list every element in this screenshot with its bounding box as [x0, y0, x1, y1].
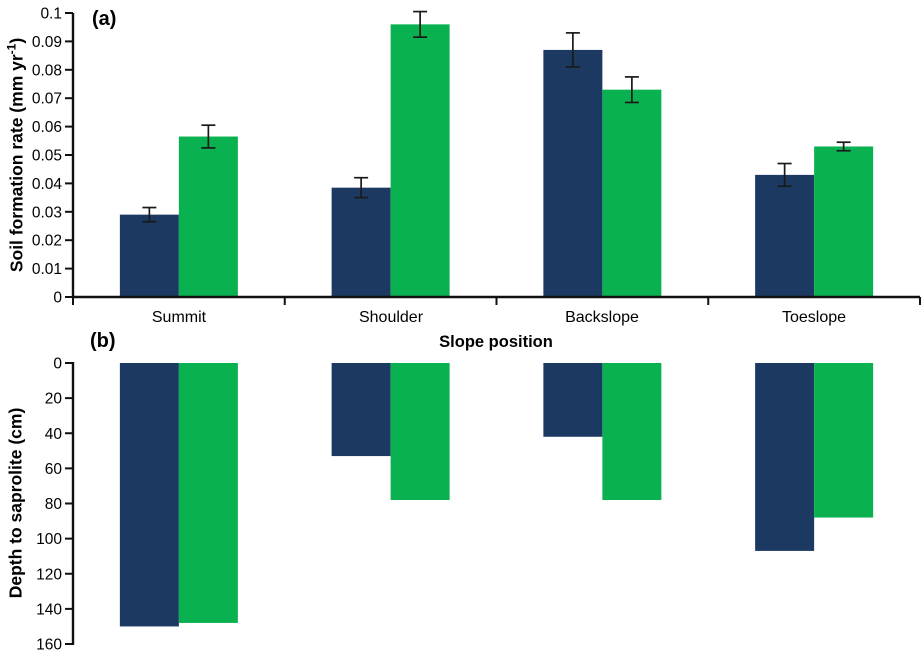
panel-b-bar-dark-blue-shoulder [331, 363, 391, 457]
panel-a-bar-dark-blue-summit [119, 214, 179, 298]
panel-b-bar-dark-blue-backslope [543, 363, 603, 437]
panel-a-bar-green-toeslope [814, 146, 874, 298]
panel-a-bar-green-shoulder [390, 24, 450, 299]
tick-label: 0.01 [32, 261, 62, 278]
panel-b-bar-dark-blue-summit [119, 363, 179, 627]
y-axis-title-a-close: ) [6, 37, 27, 44]
panel-b-bar-green-backslope [602, 363, 662, 500]
tick-label: 80 [45, 496, 63, 513]
panel-a-bar-dark-blue-backslope [543, 49, 603, 298]
tick-label: 0.08 [32, 62, 62, 79]
panel-b-label: (b) [90, 330, 116, 352]
tick-label: 140 [36, 601, 62, 618]
panel-a-bar-dark-blue-toeslope [755, 174, 815, 298]
tick-label: 100 [36, 531, 62, 548]
panel-b-bar-green-shoulder [390, 363, 450, 500]
y-axis-title-a-superscript: -1 [4, 43, 19, 55]
panel-b-bar-green-summit [178, 363, 238, 623]
tick-label: 60 [45, 461, 63, 478]
panel-a-label: (a) [92, 8, 117, 30]
tick-label: 0.09 [32, 34, 62, 51]
tick-label: 0 [53, 290, 62, 307]
category-label-backslope: Backslope [565, 309, 639, 326]
tick-label: 0.05 [32, 148, 62, 165]
panel-a-bar-green-summit [178, 136, 238, 298]
tick-label: 160 [36, 637, 62, 654]
tick-label: 0 [53, 356, 62, 373]
y-axis-title-panel-a: Soil formation rate (mm yr-1) [5, 38, 28, 272]
tick-label: 0.07 [32, 91, 62, 108]
tick-label: 0.06 [32, 119, 62, 136]
category-label-shoulder: Shoulder [358, 309, 424, 326]
category-label-summit: Summit [151, 309, 207, 326]
tick-label: 40 [45, 426, 63, 443]
category-label-toeslope: Toeslope [781, 309, 847, 326]
x-axis-title: Slope position [439, 333, 553, 351]
y-axis-title-a-text: Soil formation rate (mm yr [6, 54, 27, 273]
panel-b-bar-dark-blue-toeslope [755, 363, 815, 551]
tick-label: 0.1 [40, 6, 62, 23]
tick-label: 20 [45, 391, 63, 408]
tick-label: 0.04 [32, 176, 63, 193]
tick-label: 0.03 [32, 204, 62, 221]
tick-label: 120 [36, 566, 62, 583]
y-axis-title-panel-b: Depth to saprolite (cm) [5, 407, 26, 599]
panel-a-bar-dark-blue-shoulder [331, 187, 391, 298]
panel-a-bar-green-backslope [602, 89, 662, 299]
tick-label: 0.02 [32, 233, 62, 250]
panel-b-bar-green-toeslope [814, 363, 874, 518]
